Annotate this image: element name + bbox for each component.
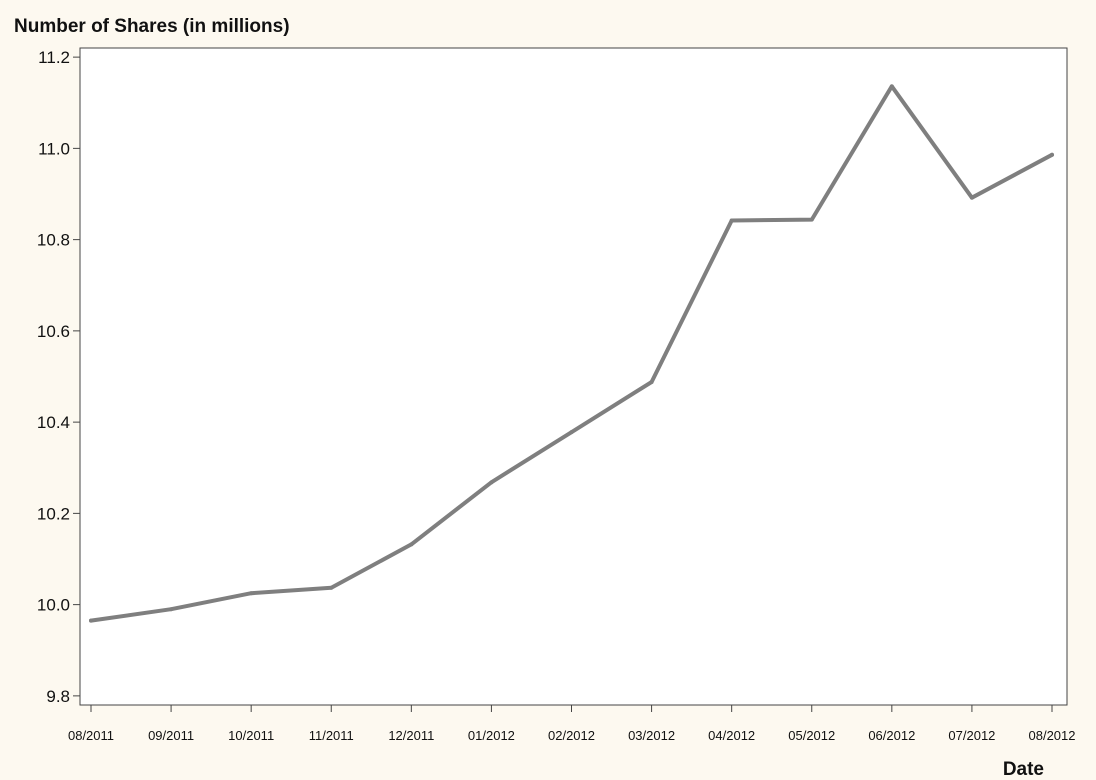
data-point <box>969 195 974 200</box>
plot-area <box>79 47 1068 706</box>
x-tick-label: 11/2011 <box>309 728 354 743</box>
x-tick-label: 10/2011 <box>228 728 274 743</box>
x-tick-label: 07/2012 <box>948 728 995 743</box>
x-tick-label: 01/2012 <box>468 728 515 743</box>
y-tick-label: 10.4 <box>37 413 70 432</box>
x-tick-label: 03/2012 <box>628 728 675 743</box>
x-tick-label: 08/2011 <box>68 728 114 743</box>
y-tick-label: 10.6 <box>37 322 70 341</box>
data-point <box>649 379 654 384</box>
series-layer <box>89 84 1054 623</box>
y-tick-label: 9.8 <box>46 687 70 706</box>
x-tick-label: 05/2012 <box>788 728 835 743</box>
data-point <box>809 217 814 222</box>
y-tick-label: 10.8 <box>37 231 70 250</box>
x-tick-label: 02/2012 <box>548 728 595 743</box>
data-point <box>729 218 734 223</box>
y-axis: 9.8 10.0 10.2 10.4 10.6 10.8 11.0 11.2 <box>37 48 80 706</box>
data-point <box>489 480 494 485</box>
y-tick-label: 11.2 <box>38 48 70 67</box>
data-point <box>569 430 574 435</box>
x-axis: 08/2011 09/2011 10/2011 11/2011 12/2011 01/20… <box>68 705 1076 743</box>
y-tick-label: 11.0 <box>38 139 70 158</box>
x-tick-label: 04/2012 <box>708 728 755 743</box>
y-tick-label: 10.2 <box>37 504 70 523</box>
data-point <box>329 585 334 590</box>
data-point <box>249 591 254 596</box>
x-tick-label: 12/2011 <box>388 728 434 743</box>
data-point <box>409 542 414 547</box>
data-point <box>89 618 93 623</box>
data-point <box>169 607 174 612</box>
y-tick-label: 10.0 <box>37 596 70 615</box>
x-tick-label: 09/2011 <box>148 728 194 743</box>
y-axis-title: Number of Shares (in millions) <box>14 16 290 37</box>
x-axis-title: Date <box>1003 759 1044 780</box>
x-tick-label: 06/2012 <box>868 728 915 743</box>
data-point <box>889 84 894 89</box>
x-tick-label: 08/2012 <box>1029 728 1076 743</box>
data-point <box>1050 152 1054 157</box>
